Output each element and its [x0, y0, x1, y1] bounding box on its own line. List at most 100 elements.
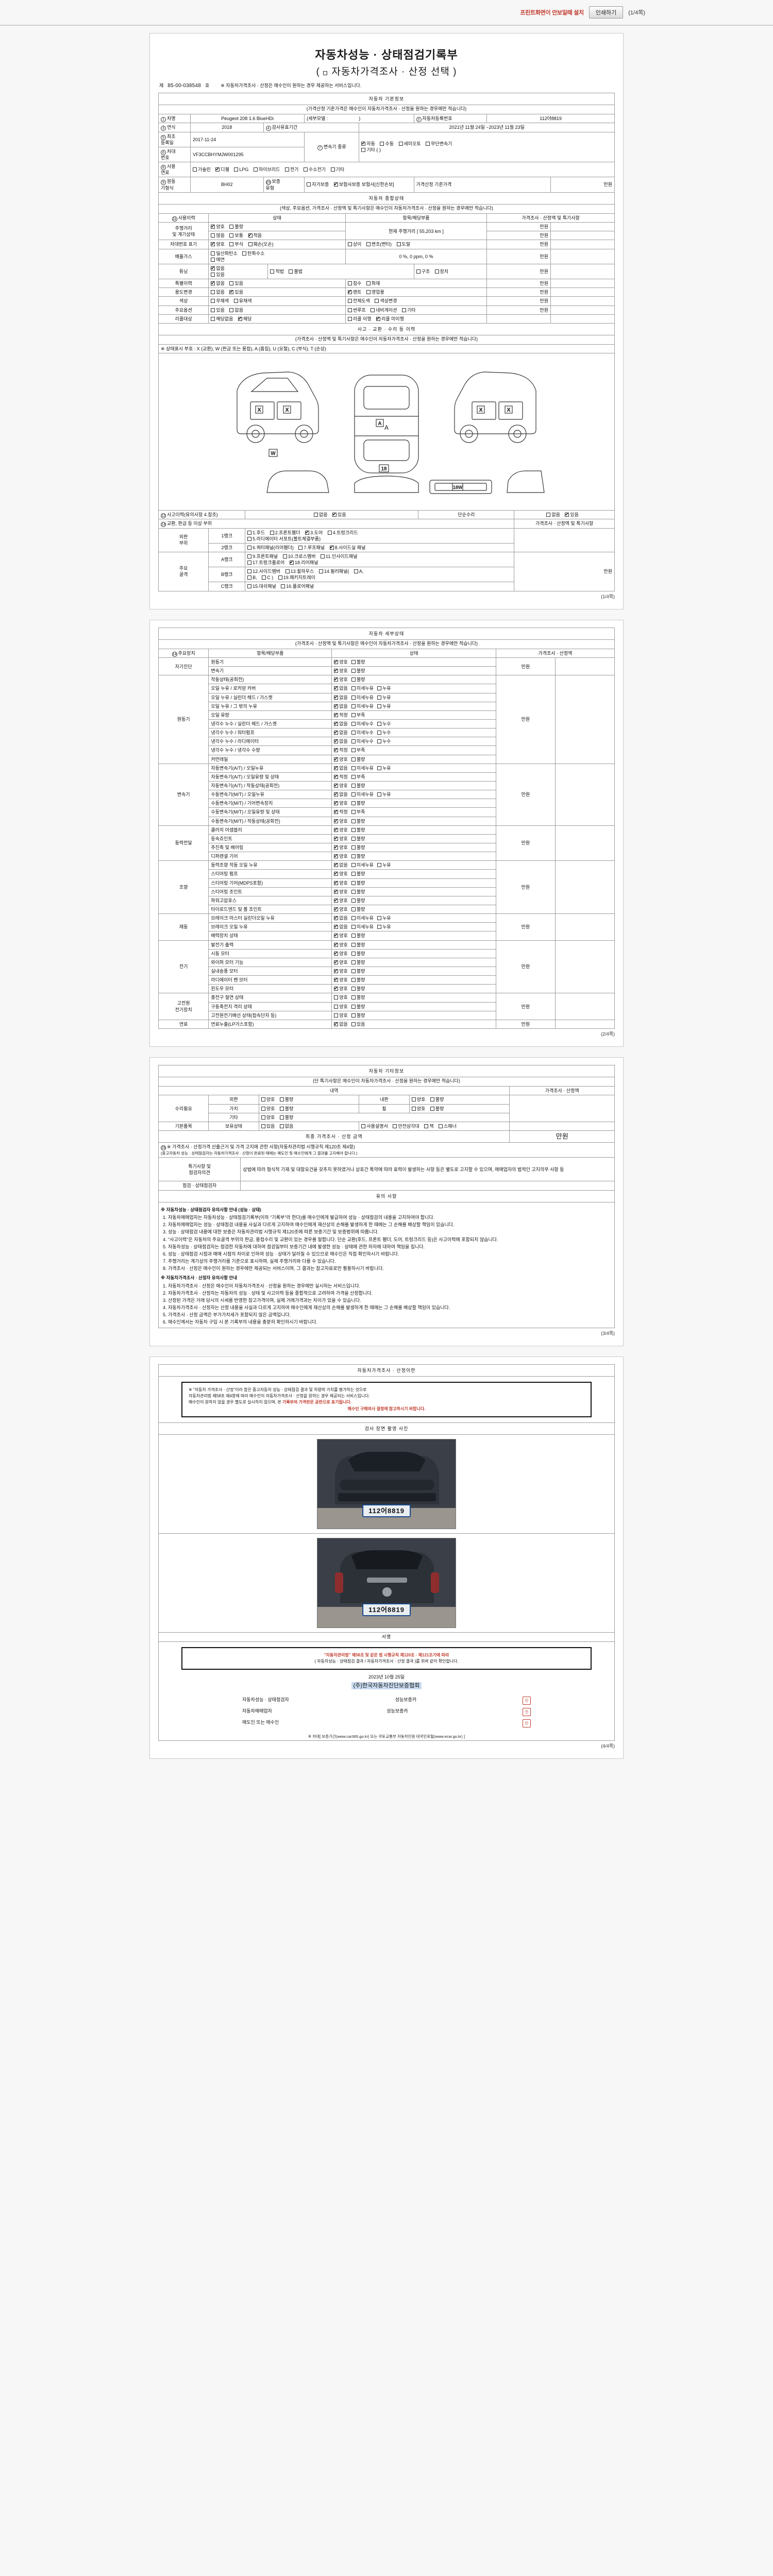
part-dash-panel[interactable]: 15.대쉬패널	[247, 583, 276, 589]
detail-opt[interactable]: 불량	[351, 756, 365, 762]
basic-items-yes[interactable]: 있음	[261, 1123, 275, 1129]
repair-other-good[interactable]: 양호	[261, 1114, 275, 1121]
detail-opt[interactable]: 미세누수	[351, 738, 374, 744]
part-radiator-support[interactable]: 5.라디에이터 서포트(볼트체결부품)	[247, 536, 321, 542]
detail-opt[interactable]: 양호	[334, 818, 348, 824]
detail-opt[interactable]: 없음	[334, 703, 348, 709]
detail-opt[interactable]: 불량	[351, 800, 365, 806]
usage-rent[interactable]: 렌트	[347, 289, 361, 295]
color-changed[interactable]: 색상변경	[375, 298, 397, 304]
part-side-sill-panel[interactable]: 8.사이드실 패널	[329, 544, 365, 551]
color-chromatic[interactable]: 유채색	[233, 298, 252, 304]
detail-opt[interactable]: 양호	[334, 888, 348, 895]
detail-opt[interactable]: 적정	[334, 711, 348, 718]
special-none[interactable]: 없음	[211, 280, 225, 286]
part-front-panel[interactable]: 9.프론트패널	[247, 553, 278, 560]
repair-other-bad[interactable]: 불량	[279, 1114, 293, 1121]
detail-opt[interactable]: 양호	[334, 976, 348, 983]
part-side-member[interactable]: 12.사이드멤버	[247, 568, 280, 574]
recall-done[interactable]: 리콜 이행	[347, 316, 371, 322]
detail-opt[interactable]: 적정	[334, 747, 348, 753]
special-yes[interactable]: 있음	[229, 280, 243, 286]
part-pillar-a[interactable]: A,	[354, 568, 363, 574]
detail-opt[interactable]: 부족	[351, 747, 365, 753]
part-package-tray[interactable]: 19.패키지트레이	[278, 574, 315, 581]
detail-opt[interactable]: 누유	[377, 685, 391, 691]
part-hood[interactable]: 1.후드	[247, 530, 265, 536]
repair-outer-bad[interactable]: 불량	[279, 1096, 293, 1103]
item-triangle[interactable]: 안전삼각대	[393, 1123, 419, 1129]
color-full-paint[interactable]: 전체도색	[347, 298, 370, 304]
trans-opt-manual[interactable]: 수동	[380, 141, 394, 147]
detail-opt[interactable]: 양호	[334, 756, 348, 762]
detail-opt[interactable]: 없음	[334, 914, 348, 921]
detail-opt[interactable]: 양호	[334, 667, 348, 674]
accident-yes[interactable]: 있음	[332, 511, 346, 518]
detail-opt[interactable]: 없음	[334, 720, 348, 727]
detail-opt[interactable]: 양호	[334, 676, 348, 683]
detail-opt[interactable]: 부족	[351, 712, 365, 718]
part-front-fender[interactable]: 2.프론트휀더	[270, 530, 300, 536]
tuning-none[interactable]: 없음	[211, 265, 225, 272]
part-wheel-house[interactable]: 13.휠하우스	[285, 568, 314, 574]
detail-opt[interactable]: 없음	[334, 729, 348, 736]
option-no[interactable]: 없음	[229, 307, 243, 313]
part-cross-member[interactable]: 10.크로스멤버	[282, 553, 315, 560]
tuning-device[interactable]: 장치	[434, 268, 448, 275]
special-flood[interactable]: 침수	[347, 280, 361, 286]
emission-hc[interactable]: 탄화수소	[242, 250, 264, 257]
detail-opt[interactable]: 누수	[377, 738, 391, 744]
emission-smoke[interactable]: 매연	[211, 257, 225, 263]
detail-opt[interactable]: 불량	[351, 933, 365, 939]
usage-none[interactable]: 없음	[211, 289, 225, 295]
detail-opt[interactable]: 불량	[351, 659, 365, 665]
item-manual[interactable]: 사용설명서	[361, 1123, 388, 1129]
detail-opt[interactable]: 양호	[334, 1004, 348, 1010]
detail-opt[interactable]: 불량	[351, 994, 365, 1001]
detail-opt[interactable]: 양호	[334, 879, 348, 886]
detail-opt[interactable]: 양호	[334, 950, 348, 957]
vinmark-good[interactable]: 양호	[211, 241, 225, 247]
recall-notdone[interactable]: 리콜 미이행	[376, 315, 404, 322]
trans-opt-auto[interactable]: 자동	[361, 140, 375, 147]
simple-repair-none[interactable]: 없음	[546, 512, 560, 518]
detail-opt[interactable]: 없음	[334, 685, 348, 691]
detail-opt[interactable]: 없음	[334, 923, 348, 930]
repair-value-bad[interactable]: 불량	[279, 1106, 293, 1112]
detail-opt[interactable]: 양호	[334, 985, 348, 992]
trans-opt-semiauto[interactable]: 세미오토	[398, 141, 421, 147]
fuel-opt-gasoline[interactable]: 가솔린	[192, 166, 211, 173]
detail-opt[interactable]: 양호	[334, 959, 348, 965]
print-button[interactable]: 인쇄하기	[589, 6, 624, 19]
price-survey-checkbox[interactable]	[323, 71, 328, 75]
simple-repair-yes[interactable]: 있음	[565, 511, 579, 518]
detail-opt[interactable]: 양호	[334, 897, 348, 904]
detail-opt[interactable]: 불량	[351, 959, 365, 965]
detail-opt[interactable]: 미세누수	[351, 721, 374, 727]
basic-items-no[interactable]: 없음	[279, 1123, 293, 1129]
mileage-few[interactable]: 적음	[248, 232, 262, 239]
detail-opt[interactable]: 불량	[351, 853, 365, 859]
mileage-normal[interactable]: 보통	[229, 232, 243, 239]
part-pillar-panel[interactable]: 14.필러패널(	[318, 568, 349, 574]
detail-opt[interactable]: 미세누유	[351, 694, 374, 701]
mileage-bad[interactable]: 불량	[229, 224, 243, 230]
detail-opt[interactable]: 없음	[334, 861, 348, 868]
vinmark-erased[interactable]: 도말	[396, 241, 410, 247]
detail-opt[interactable]: 없음	[334, 765, 348, 771]
item-jack[interactable]: 잭	[424, 1123, 434, 1129]
repair-inner-bad[interactable]: 불량	[430, 1096, 444, 1103]
fuel-opt-other[interactable]: 기타	[330, 166, 344, 173]
detail-opt[interactable]: 양호	[334, 782, 348, 789]
detail-opt[interactable]: 미세누수	[351, 730, 374, 736]
option-navigation[interactable]: 네비게이션	[371, 307, 397, 313]
detail-opt[interactable]: 불량	[351, 836, 365, 842]
detail-opt[interactable]: 양호	[334, 658, 348, 665]
detail-opt[interactable]: 누유	[377, 694, 391, 701]
repair-value-good[interactable]: 양호	[261, 1106, 275, 1112]
detail-opt[interactable]: 미세누유	[351, 924, 374, 930]
part-roof-panel[interactable]: 7.루프패널	[298, 545, 325, 551]
detail-opt[interactable]: 누유	[377, 915, 391, 921]
special-fire[interactable]: 화재	[366, 280, 380, 286]
detail-opt[interactable]: 불량	[351, 871, 365, 877]
